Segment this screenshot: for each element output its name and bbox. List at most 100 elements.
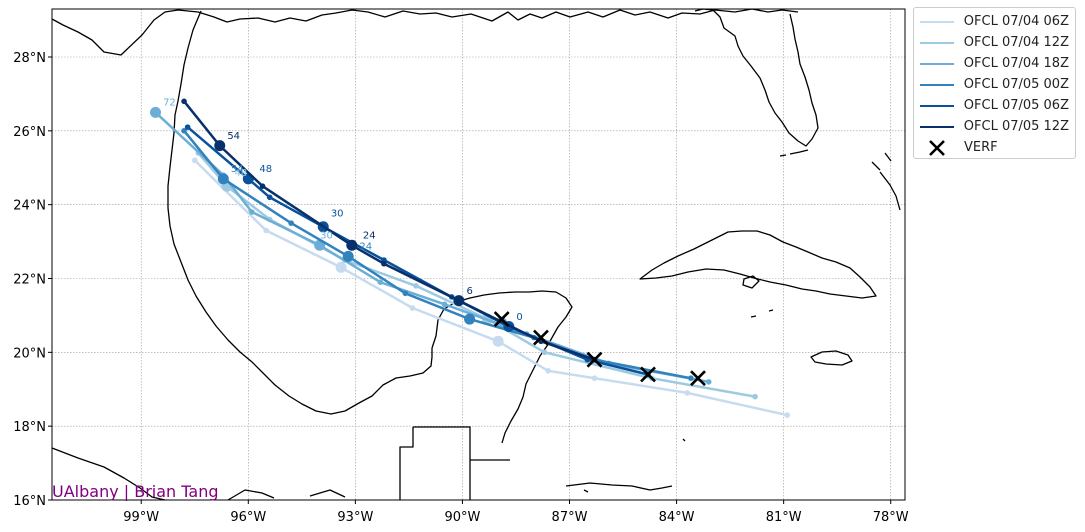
verification-track — [493, 311, 706, 387]
credit-text: UAlbany | Brian Tang — [52, 482, 219, 501]
forecast-hour-label: 30 — [320, 231, 333, 242]
track-point — [752, 393, 758, 400]
florida-peninsula — [694, 8, 819, 147]
legend-entry: OFCL 07/04 12Z — [920, 32, 1069, 53]
lat-lon-gridlines — [52, 9, 905, 501]
lon-tick-label: 87°W — [552, 510, 588, 525]
yucatan-peninsula — [431, 290, 573, 444]
legend-entry: OFCL 07/04 06Z — [920, 11, 1069, 32]
track-point — [545, 367, 551, 374]
lat-tick-label: 16°N — [13, 494, 46, 509]
legend: OFCL 07/04 06Z OFCL 07/04 12Z OFCL 07/04 1… — [913, 7, 1076, 159]
line-swatch-icon — [920, 34, 954, 52]
forecast-hour-label: 48 — [259, 164, 272, 175]
lon-tick-label: 93°W — [337, 510, 373, 525]
track-point — [541, 349, 548, 356]
line-swatch-icon — [920, 76, 954, 94]
forecast-hour-label: 6 — [466, 286, 472, 297]
forecast-hour-label: 54 — [227, 131, 240, 142]
verf-marker — [586, 351, 603, 368]
plot-frame — [51, 8, 906, 501]
forecast-hour-label: 30 — [331, 208, 344, 219]
legend-label: OFCL 07/05 12Z — [963, 119, 1069, 134]
forecast-hour-labels: 48 30 72 24 54 0 30 48 6 24 54 — [163, 98, 523, 323]
legend-label: OFCL 07/05 00Z — [963, 77, 1069, 92]
track-major-point — [453, 295, 465, 307]
track-line — [183, 100, 595, 361]
track-point — [684, 390, 691, 396]
texas-coast — [167, 10, 433, 415]
track-point — [263, 227, 269, 234]
isle-of-youth — [742, 275, 760, 289]
legend-label: OFCL 07/04 12Z — [963, 35, 1069, 50]
track-point — [191, 157, 198, 164]
track-line — [197, 152, 756, 398]
bahamas-bits — [871, 152, 901, 211]
track-point — [249, 209, 255, 215]
lat-tick-label: 24°N — [13, 199, 46, 214]
track-major-point — [464, 313, 476, 325]
track-point — [784, 412, 791, 418]
lat-tick-label: 20°N — [13, 346, 46, 361]
track-point — [259, 183, 266, 190]
track-point — [705, 379, 712, 385]
jamaica — [810, 350, 853, 366]
track-point — [181, 98, 187, 105]
forecast-hour-label: 0 — [516, 312, 522, 323]
track-point — [413, 283, 419, 289]
x-marker-icon — [920, 139, 954, 157]
line-swatch-icon — [920, 13, 954, 31]
forecast-hour-label: 24 — [363, 231, 376, 242]
lat-tick-label: 22°N — [13, 272, 46, 287]
legend-label: OFCL 07/04 18Z — [963, 56, 1069, 71]
track-point — [288, 220, 294, 226]
legend-entry: OFCL 07/05 00Z — [920, 74, 1069, 95]
forecast-hour-label: 48 — [234, 168, 247, 179]
verf-marker — [640, 366, 656, 383]
legend-entry: OFCL 07/05 12Z — [920, 116, 1069, 137]
lon-tick-label: 84°W — [659, 510, 695, 525]
lon-tick-label: 90°W — [444, 510, 480, 525]
verf-marker — [690, 370, 706, 387]
legend-label: OFCL 07/05 06Z — [963, 98, 1069, 113]
axis-tick-labels: 99°W 96°W 93°W 90°W 87°W 84°W 81°W 78°W 16°N 18°N… — [13, 51, 909, 525]
track-major-point — [342, 250, 354, 262]
legend-label: OFCL 07/04 06Z — [963, 14, 1069, 29]
florida-keys — [779, 149, 809, 157]
track-point — [688, 375, 694, 381]
track-point — [266, 194, 273, 201]
line-swatch-icon — [920, 55, 954, 73]
track-point — [409, 305, 416, 311]
lon-tick-label: 99°W — [123, 510, 159, 525]
lon-tick-label: 81°W — [766, 510, 802, 525]
track-major-point — [214, 140, 226, 152]
lon-tick-label: 78°W — [873, 510, 909, 525]
cayman-islands — [750, 309, 774, 318]
verf-marker — [533, 329, 549, 346]
lat-tick-label: 18°N — [13, 420, 46, 435]
gulf-coast-mexico-texas — [51, 8, 799, 56]
track-point — [591, 375, 598, 381]
lon-tick-label: 96°W — [230, 510, 266, 525]
central-america-coast — [51, 447, 166, 501]
coastlines — [51, 8, 901, 501]
track-point — [381, 260, 387, 267]
track-point — [181, 128, 187, 134]
small-islands — [583, 438, 686, 493]
track-major-point — [217, 173, 229, 185]
cuba — [639, 230, 877, 299]
honduras-coast — [565, 482, 673, 491]
track-major-point — [335, 261, 347, 273]
line-swatch-icon — [920, 118, 954, 136]
track-line — [154, 111, 709, 384]
track-line — [186, 126, 649, 376]
track-point — [184, 124, 191, 130]
coastal-bits — [227, 489, 346, 501]
track-major-point — [150, 106, 162, 118]
track-point — [402, 290, 409, 297]
forecast-tracks — [150, 98, 791, 418]
legend-entry: OFCL 07/05 06Z — [920, 95, 1069, 116]
line-swatch-icon — [920, 97, 954, 115]
forecast-hour-label: 24 — [359, 242, 372, 253]
